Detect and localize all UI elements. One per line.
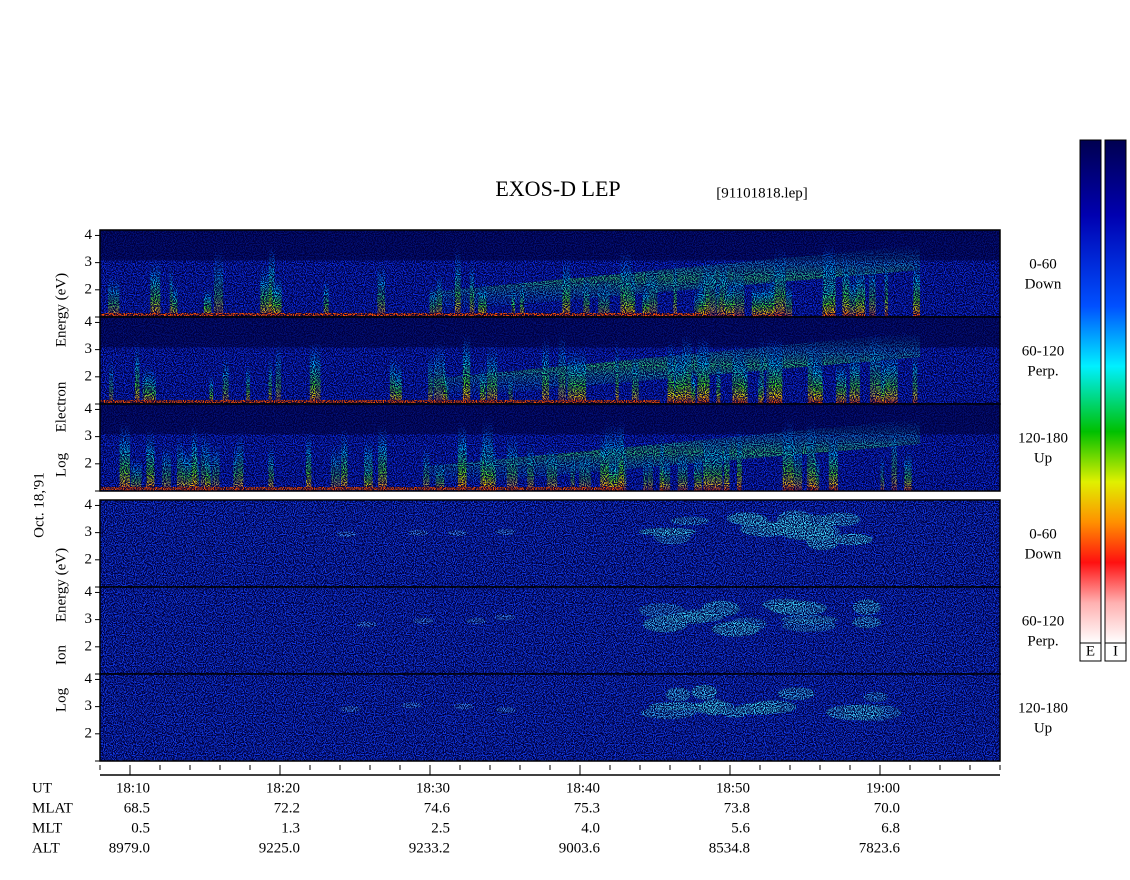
row-label: ALT (32, 840, 60, 856)
y-tick-label: 2 (85, 368, 93, 384)
row-value: 1.3 (281, 820, 300, 836)
y-axis-label: Energy (eV) (53, 548, 69, 622)
panel-label: Up (1034, 720, 1052, 736)
row-value: 9003.6 (559, 840, 601, 856)
row-label: MLAT (32, 800, 73, 816)
y-tick-label: 4 (85, 584, 93, 600)
panel-label: 60-120 (1022, 343, 1065, 359)
colorbar-label-box (1104, 642, 1127, 662)
row-value: 18:50 (716, 780, 750, 796)
row-value: 72.2 (274, 800, 300, 816)
spectrogram (100, 674, 1000, 761)
row-value: 8534.8 (709, 840, 750, 856)
panel-label: Perp. (1027, 363, 1058, 379)
row-value: 19:00 (866, 780, 900, 796)
colorbar (1104, 139, 1127, 644)
row-value: 75.3 (574, 800, 600, 816)
panel-label: Down (1025, 546, 1062, 562)
row-value: 18:10 (116, 780, 150, 796)
panel-label: Down (1025, 276, 1062, 292)
y-axis-label: Log (53, 687, 69, 712)
colorbar-label: E (1086, 643, 1095, 659)
y-tick-label: 2 (85, 551, 93, 567)
row-value: 68.5 (124, 800, 150, 816)
row-value: 18:40 (566, 780, 600, 796)
panel-label: Perp. (1027, 633, 1058, 649)
panel-label: 120-180 (1018, 700, 1068, 716)
panel-label: Up (1034, 450, 1052, 466)
y-tick-label: 3 (85, 428, 93, 444)
row-value: 9225.0 (259, 840, 300, 856)
y-tick-label: 3 (85, 341, 93, 357)
y-tick-label: 2 (85, 455, 93, 471)
panel-label: 0-60 (1029, 256, 1057, 272)
row-value: 7823.6 (859, 840, 901, 856)
colorbar (1079, 139, 1102, 644)
y-tick-label: 3 (85, 611, 93, 627)
y-axis-label: Ion (53, 645, 69, 665)
row-value: 9233.2 (409, 840, 450, 856)
spectrogram-noise (100, 500, 1000, 587)
y-axis-label: Energy (eV) (53, 273, 69, 347)
row-value: 70.0 (874, 800, 900, 816)
y-tick-label: 4 (85, 671, 93, 687)
y-tick-label: 2 (85, 281, 93, 297)
y-tick-label: 4 (85, 314, 93, 330)
y-tick-label: 4 (85, 497, 93, 513)
row-value: 18:30 (416, 780, 450, 796)
row-value: 73.8 (724, 800, 750, 816)
spectrogram-noise (100, 317, 1000, 404)
spectrogram-noise (100, 674, 1000, 761)
spectrogram (100, 500, 1000, 587)
spectrogram (100, 404, 1000, 491)
row-value: 74.6 (424, 800, 451, 816)
row-label: MLT (32, 820, 62, 836)
y-axis-label: Electron (53, 381, 69, 432)
y-axis-label: Log (53, 452, 69, 477)
panel-label: 60-120 (1022, 613, 1065, 629)
y-tick-label: 2 (85, 638, 93, 654)
spectrogram-noise (100, 230, 1000, 317)
row-value: 4.0 (581, 820, 600, 836)
row-value: 8979.0 (109, 840, 150, 856)
y-tick-label: 2 (85, 725, 93, 741)
row-value: 0.5 (131, 820, 150, 836)
colorbar-label: I (1113, 643, 1118, 659)
spectrogram (100, 317, 1000, 404)
colorbar-label-box (1079, 642, 1102, 662)
chart-title: EXOS-D LEP (495, 176, 620, 201)
panel-frame (99, 673, 1001, 762)
spectrogram-noise (100, 587, 1000, 674)
row-value: 2.5 (431, 820, 450, 836)
panel-label: 0-60 (1029, 526, 1057, 542)
row-value: 6.8 (881, 820, 900, 836)
row-value: 5.6 (731, 820, 750, 836)
spectrogram-noise (100, 404, 1000, 491)
row-label: UT (32, 780, 52, 796)
panel-frame (99, 403, 1001, 492)
y-tick-label: 4 (85, 401, 93, 417)
panel-label: 120-180 (1018, 430, 1068, 446)
file-name: [91101818.lep] (716, 185, 808, 201)
y-tick-label: 3 (85, 698, 93, 714)
spectrogram (100, 230, 1000, 317)
y-tick-label: 4 (85, 227, 93, 243)
y-tick-label: 3 (85, 524, 93, 540)
row-value: 18:20 (266, 780, 300, 796)
date-label: Oct. 18,'91 (31, 472, 47, 538)
spectrogram (100, 587, 1000, 674)
y-tick-label: 3 (85, 254, 93, 270)
